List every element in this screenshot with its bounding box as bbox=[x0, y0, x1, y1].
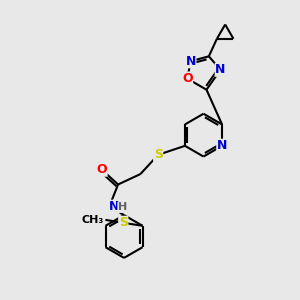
Text: H: H bbox=[118, 202, 127, 212]
Text: N: N bbox=[185, 55, 196, 68]
Text: S: S bbox=[154, 148, 163, 161]
Text: O: O bbox=[96, 163, 107, 176]
Text: O: O bbox=[182, 72, 193, 85]
Text: N: N bbox=[217, 139, 227, 152]
Text: N: N bbox=[215, 63, 226, 76]
Text: CH₃: CH₃ bbox=[82, 215, 104, 225]
Text: S: S bbox=[119, 216, 128, 229]
Text: N: N bbox=[108, 200, 119, 213]
